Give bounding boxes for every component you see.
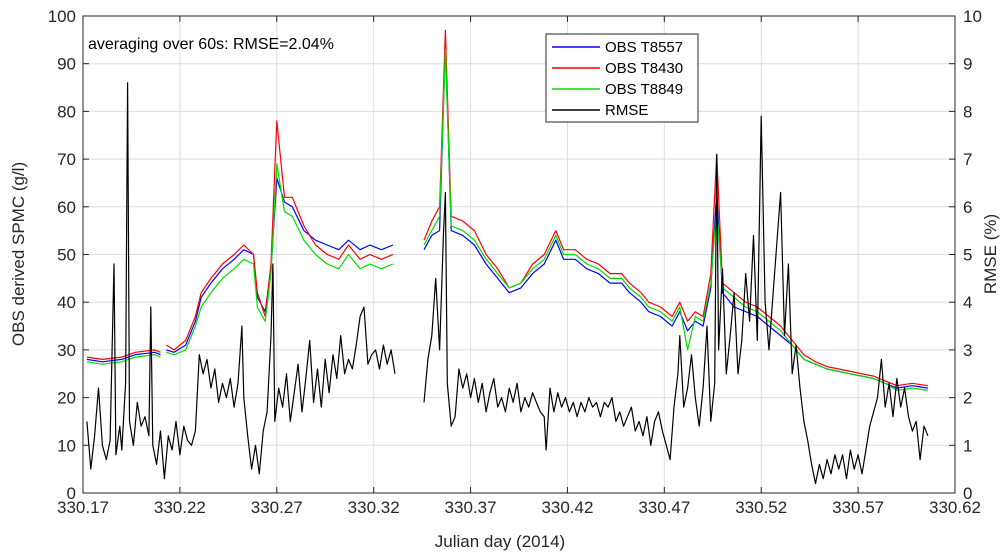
- rmse-annotation: averaging over 60s: RMSE=2.04%: [88, 36, 334, 53]
- y2-tick-label: 3: [963, 341, 972, 360]
- series-line-rmse: [423, 115, 929, 485]
- legend-box: [545, 33, 699, 123]
- series-group: [86, 29, 929, 485]
- legend: OBS T8557 OBS T8430 OBS T8849 RMSE: [545, 33, 699, 123]
- x-tick-label: 330.17: [57, 498, 109, 517]
- y2-tick-label: 0: [963, 484, 972, 503]
- series-line-obs-t8849: [166, 163, 394, 356]
- y2-axis-label: RMSE (%): [981, 214, 1000, 294]
- y2-tick-label: 2: [963, 389, 972, 408]
- y2-tick-label: 5: [963, 246, 972, 265]
- y2-tick-label: 6: [963, 198, 972, 217]
- y-tick-label: 60: [57, 198, 76, 217]
- y-tick-label: 40: [57, 293, 76, 312]
- legend-label-obs-t8849: OBS T8849: [605, 81, 683, 98]
- y-tick-label: 0: [67, 484, 76, 503]
- y2-tick-label: 9: [963, 55, 972, 74]
- y2-tick-label: 8: [963, 102, 972, 121]
- x-axis-label: Julian day (2014): [435, 532, 565, 551]
- x-tick-label: 330.47: [638, 498, 690, 517]
- y-tick-label: 50: [57, 246, 76, 265]
- y2-tick-label: 7: [963, 150, 972, 169]
- y-tick-label: 70: [57, 150, 76, 169]
- axis-ticks: 330.17 330.22 330.27 330.32 330.37 330.42 330.…: [48, 7, 982, 517]
- y-tick-label: 10: [57, 436, 76, 455]
- y-tick-label: 80: [57, 102, 76, 121]
- y2-tick-label: 4: [963, 293, 972, 312]
- x-tick-label: 330.57: [832, 498, 884, 517]
- series-line-obs-t8430: [423, 29, 928, 387]
- x-tick-label: 330.42: [541, 498, 593, 517]
- legend-label-obs-t8557: OBS T8557: [605, 39, 683, 56]
- y-tick-label: 20: [57, 389, 76, 408]
- x-tick-label: 330.27: [251, 498, 303, 517]
- y-tick-label: 100: [48, 7, 76, 26]
- y2-tick-label: 10: [963, 7, 982, 26]
- x-tick-label: 330.62: [929, 498, 981, 517]
- series-line-obs-t8849: [86, 354, 161, 365]
- series-line-obs-t8849: [423, 48, 928, 391]
- x-tick-label: 330.32: [348, 498, 400, 517]
- x-tick-label: 330.37: [445, 498, 497, 517]
- series-line-rmse: [86, 82, 396, 480]
- y-tick-label: 30: [57, 341, 76, 360]
- y-axis-label: OBS derived SPMC (g/l): [9, 162, 28, 346]
- x-tick-label: 330.52: [735, 498, 787, 517]
- legend-label-obs-t8430: OBS T8430: [605, 60, 683, 77]
- x-tick-label: 330.22: [154, 498, 206, 517]
- y2-tick-label: 1: [963, 436, 972, 455]
- y-tick-label: 90: [57, 55, 76, 74]
- legend-label-rmse: RMSE: [605, 102, 648, 119]
